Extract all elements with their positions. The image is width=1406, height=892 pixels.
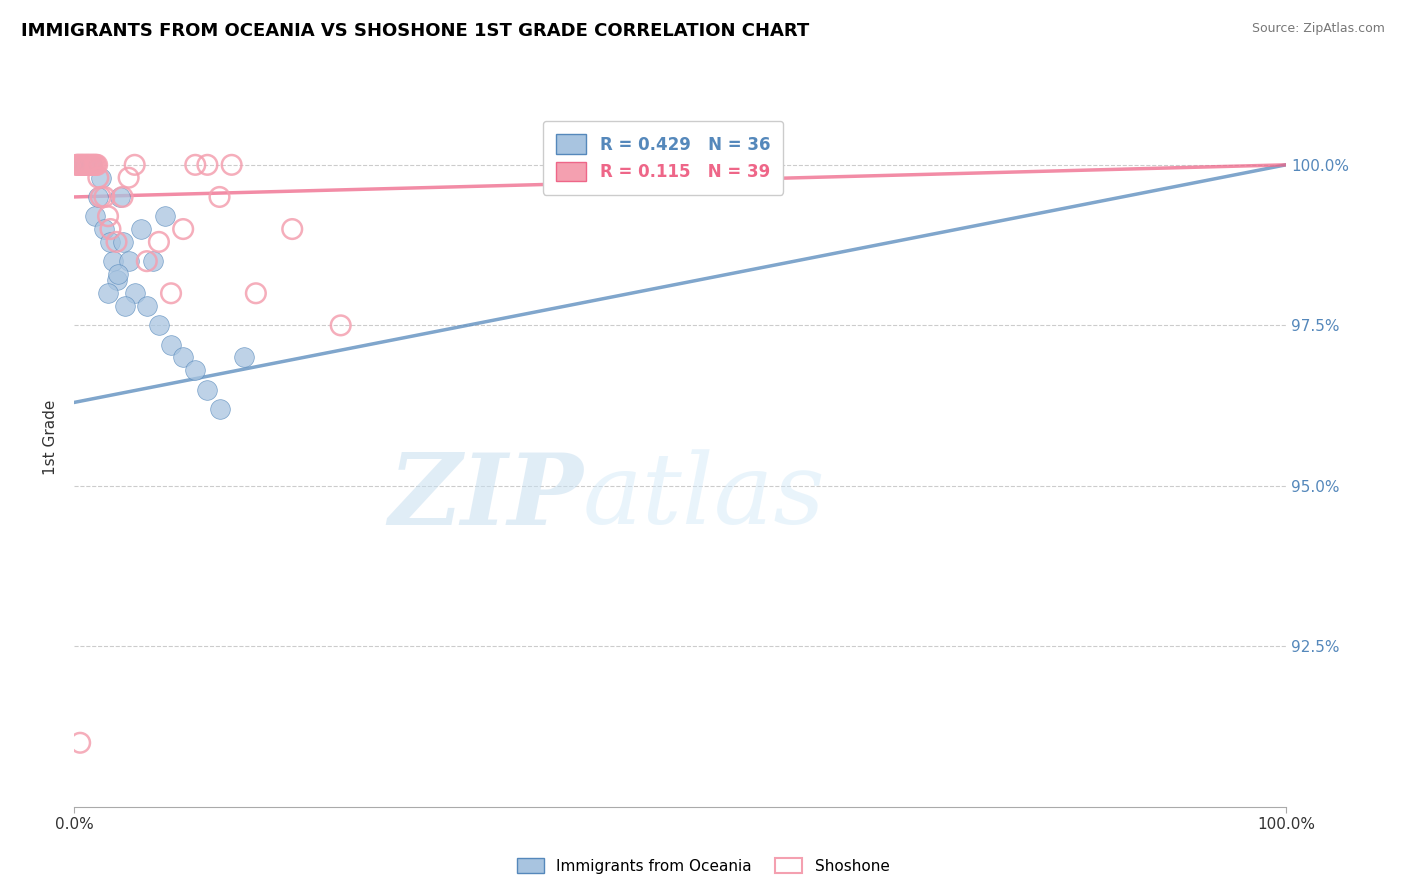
Point bbox=[101, 254, 124, 268]
Point bbox=[77, 158, 100, 172]
Point bbox=[111, 190, 134, 204]
Point bbox=[142, 254, 165, 268]
Legend: Immigrants from Oceania, Shoshone: Immigrants from Oceania, Shoshone bbox=[510, 852, 896, 880]
Text: ZIP: ZIP bbox=[388, 449, 583, 545]
Point bbox=[129, 222, 152, 236]
Point bbox=[153, 209, 176, 223]
Point bbox=[70, 158, 93, 172]
Point bbox=[66, 158, 89, 172]
Point bbox=[67, 158, 90, 172]
Point bbox=[135, 254, 157, 268]
Point bbox=[65, 158, 87, 172]
Point bbox=[82, 158, 104, 172]
Point bbox=[75, 158, 97, 172]
Point bbox=[82, 158, 104, 172]
Point bbox=[148, 318, 170, 333]
Point bbox=[197, 158, 219, 172]
Point bbox=[69, 736, 91, 750]
Point bbox=[208, 190, 231, 204]
Point bbox=[73, 158, 96, 172]
Point bbox=[97, 209, 120, 223]
Text: IMMIGRANTS FROM OCEANIA VS SHOSHONE 1ST GRADE CORRELATION CHART: IMMIGRANTS FROM OCEANIA VS SHOSHONE 1ST … bbox=[21, 22, 810, 40]
Point bbox=[245, 286, 267, 301]
Point bbox=[72, 158, 94, 172]
Legend: R = 0.429   N = 36, R = 0.115   N = 39: R = 0.429 N = 36, R = 0.115 N = 39 bbox=[543, 121, 783, 194]
Point bbox=[105, 235, 128, 249]
Point bbox=[117, 254, 139, 268]
Point bbox=[172, 222, 194, 236]
Point bbox=[105, 273, 128, 287]
Text: atlas: atlas bbox=[583, 450, 825, 544]
Point bbox=[93, 222, 115, 236]
Point bbox=[100, 222, 122, 236]
Point bbox=[281, 222, 304, 236]
Point bbox=[69, 158, 91, 172]
Point bbox=[84, 158, 107, 172]
Point bbox=[77, 158, 100, 172]
Point bbox=[148, 235, 170, 249]
Text: Source: ZipAtlas.com: Source: ZipAtlas.com bbox=[1251, 22, 1385, 36]
Point bbox=[73, 158, 96, 172]
Point bbox=[80, 158, 103, 172]
Point bbox=[108, 190, 131, 204]
Point bbox=[184, 363, 207, 377]
Point bbox=[80, 158, 103, 172]
Point bbox=[87, 190, 110, 204]
Point bbox=[208, 401, 231, 416]
Point bbox=[72, 158, 94, 172]
Point bbox=[160, 337, 183, 351]
Point bbox=[221, 158, 243, 172]
Y-axis label: 1st Grade: 1st Grade bbox=[44, 401, 58, 475]
Point bbox=[329, 318, 352, 333]
Point bbox=[67, 158, 90, 172]
Point bbox=[232, 351, 254, 365]
Point bbox=[90, 190, 112, 204]
Point bbox=[70, 158, 93, 172]
Point bbox=[87, 170, 110, 185]
Point bbox=[75, 158, 97, 172]
Point bbox=[124, 286, 146, 301]
Point bbox=[172, 351, 194, 365]
Point bbox=[83, 158, 105, 172]
Point bbox=[114, 299, 136, 313]
Point bbox=[135, 299, 157, 313]
Point bbox=[97, 286, 120, 301]
Point bbox=[76, 158, 98, 172]
Point bbox=[83, 209, 105, 223]
Point bbox=[160, 286, 183, 301]
Point bbox=[73, 158, 96, 172]
Point bbox=[66, 158, 89, 172]
Point bbox=[93, 190, 115, 204]
Point bbox=[124, 158, 146, 172]
Point bbox=[107, 267, 129, 281]
Point bbox=[79, 158, 101, 172]
Point bbox=[184, 158, 207, 172]
Point bbox=[111, 235, 134, 249]
Point bbox=[86, 158, 108, 172]
Point bbox=[100, 235, 122, 249]
Point bbox=[117, 170, 139, 185]
Point bbox=[90, 170, 112, 185]
Point bbox=[82, 158, 104, 172]
Point bbox=[73, 158, 96, 172]
Point bbox=[197, 383, 219, 397]
Point bbox=[69, 158, 91, 172]
